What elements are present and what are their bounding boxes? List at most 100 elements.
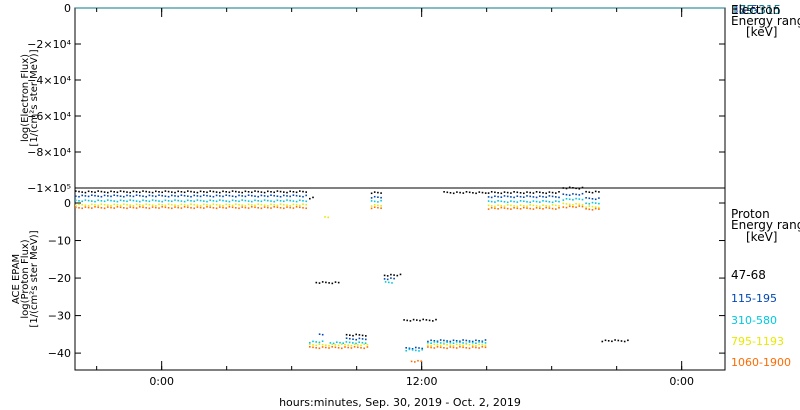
data-point [620,340,623,342]
proton-series-310-580 [75,197,600,352]
data-point [500,196,503,198]
data-point [598,191,600,193]
data-point [462,342,464,344]
data-point [439,342,442,344]
data-point [373,204,376,206]
data-point [123,203,125,205]
x-tick-label: 12:00 [406,375,438,388]
data-point [241,191,243,194]
data-point [328,282,330,284]
data-point [209,199,211,202]
data-point [422,318,424,321]
data-point [526,201,528,203]
data-point [478,341,480,343]
data-point [439,346,442,349]
data-point [357,346,359,349]
data-point [103,207,106,210]
data-point [581,186,584,189]
data-point [481,191,484,194]
data-point [585,206,587,209]
data-point [315,341,317,343]
data-point [270,203,272,206]
data-point [81,203,83,206]
data-point [532,196,535,198]
proton-legend-entry: 1060-1900 [731,356,791,369]
data-point [123,207,125,209]
data-point [487,192,490,194]
data-point [183,206,186,208]
data-point [241,195,243,197]
data-point [408,347,411,350]
data-point [358,341,360,343]
bottom-y-axis-label: log(Proton Flux) [20,239,31,318]
data-point [110,206,112,209]
data-point [551,204,554,206]
data-point [591,205,594,208]
proton-legend-subtitle: Energy ranges [731,218,800,232]
data-point [360,344,362,347]
data-point [529,201,531,204]
data-point [321,346,324,348]
data-point [436,346,439,348]
data-point [119,204,122,207]
data-point [238,200,240,203]
data-point [126,194,128,197]
data-point [588,203,591,205]
data-point [126,200,128,203]
proton-legend-entry: 310-580 [731,314,777,327]
data-point [481,341,484,344]
data-point [318,341,321,344]
data-point [551,195,554,198]
data-point [110,204,112,207]
data-point [607,340,610,342]
data-point [361,338,364,340]
data-point [427,344,429,346]
data-point [513,207,515,209]
data-point [617,339,620,342]
data-point [497,195,499,198]
data-point [75,195,77,197]
data-point [212,200,215,202]
data-point [206,200,208,203]
data-point [478,347,480,349]
data-point [427,340,429,343]
data-point [409,320,412,322]
data-point [116,194,119,197]
data-point [254,206,256,209]
data-point [598,202,600,205]
data-point [510,200,512,202]
data-point [295,194,298,197]
data-point [352,334,354,337]
data-point [503,191,506,193]
data-point [312,340,314,343]
data-point [254,195,256,197]
data-point [187,190,189,192]
data-point [532,200,535,202]
data-point [575,202,577,205]
data-point [585,197,587,199]
data-point [231,204,234,207]
data-point [364,342,367,344]
data-point [292,191,295,193]
data-point [292,200,295,202]
proton-legend-entry: 115-195 [731,292,777,305]
data-point [329,342,332,344]
data-point [302,203,304,205]
data-point [107,206,109,208]
data-point [151,199,154,201]
data-point [456,191,458,193]
data-point [594,198,597,201]
data-point [452,339,455,342]
data-point [219,195,221,197]
data-point [331,346,333,348]
data-point [341,347,343,350]
data-point [260,207,263,210]
data-point [299,195,301,197]
data-point [513,191,515,193]
data-point [558,205,560,207]
data-point [418,347,420,349]
x-axis-label: hours:minutes, Sep. 30, 2019 - Oct. 2, 2… [279,396,521,409]
data-point [305,194,307,197]
data-point [196,195,199,197]
